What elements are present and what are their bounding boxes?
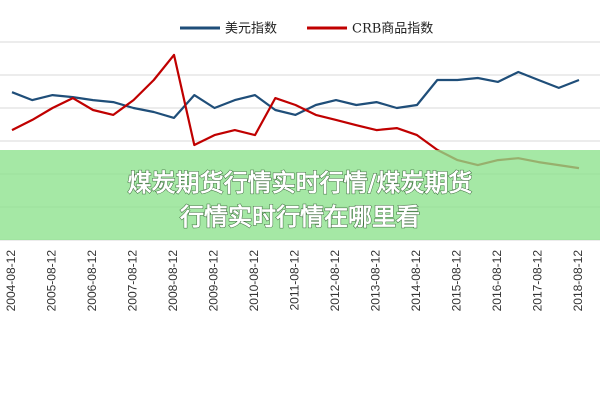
x-tick-label: 2015-08-12 xyxy=(450,250,464,312)
banner-text: 煤炭期货行情实时行情/煤炭期货 xyxy=(128,169,473,197)
x-tick-label: 2007-08-12 xyxy=(126,250,140,312)
x-tick-label: 2008-08-12 xyxy=(166,250,180,312)
x-tick-label: 2011-08-12 xyxy=(288,250,302,311)
x-tick-label: 2009-08-12 xyxy=(207,250,221,312)
banner-text: 行情实时行情在哪里看 xyxy=(179,203,420,231)
x-tick-label: 2005-08-12 xyxy=(45,250,59,312)
legend-label: CRB商品指数 xyxy=(352,22,433,37)
x-tick-label: 2016-08-12 xyxy=(490,250,504,312)
legend-label: 美元指数 xyxy=(225,22,277,37)
x-tick-label: 2018-08-12 xyxy=(571,250,585,312)
x-tick-label: 2012-08-12 xyxy=(328,250,342,312)
series-line xyxy=(11,70,580,119)
x-tick-label: 2014-08-12 xyxy=(409,250,423,312)
x-tick-label: 2004-08-12 xyxy=(4,250,18,312)
x-tick-label: 2006-08-12 xyxy=(85,250,99,312)
x-tick-label: 2017-08-12 xyxy=(531,250,545,312)
x-tick-label: 2013-08-12 xyxy=(369,250,383,312)
x-tick-label: 2010-08-12 xyxy=(247,250,261,312)
banner-band xyxy=(0,150,600,240)
